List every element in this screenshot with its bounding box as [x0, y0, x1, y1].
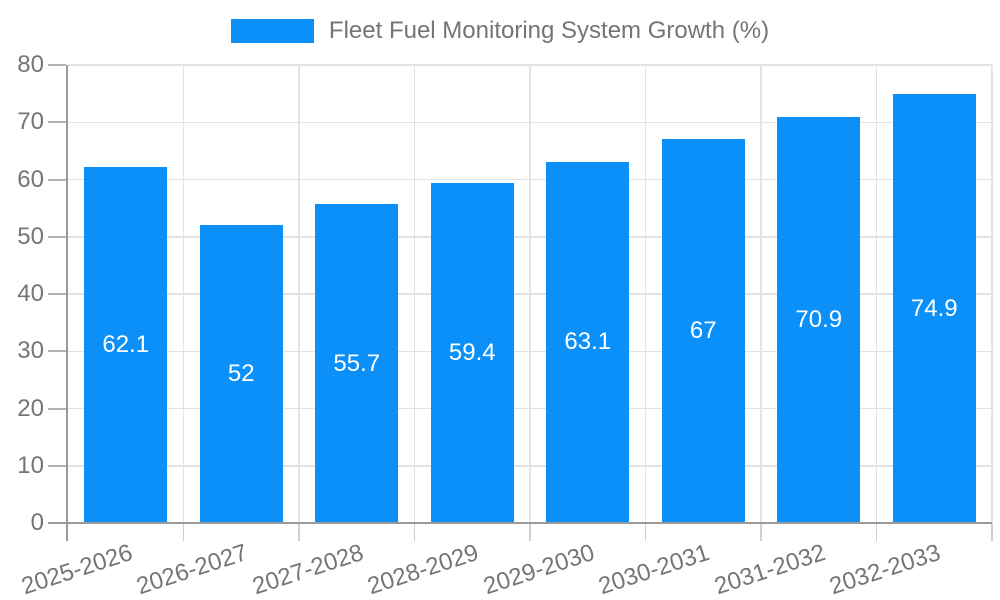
- bar[interactable]: [315, 204, 399, 523]
- bar[interactable]: [430, 182, 514, 523]
- x-gridline: [413, 65, 416, 523]
- x-tick: [298, 523, 300, 541]
- x-gridline: [298, 65, 300, 523]
- y-tick: [48, 464, 66, 467]
- x-axis-line: [48, 522, 992, 524]
- x-gridline: [875, 65, 878, 523]
- y-tick-label: 40: [17, 280, 44, 307]
- y-tick-label: 50: [17, 222, 44, 250]
- y-tick-label: 70: [17, 108, 44, 136]
- x-tick: [644, 523, 647, 541]
- x-tick: [875, 523, 878, 541]
- x-tick-label: 2025-2026: [18, 539, 136, 600]
- y-tick: [48, 407, 66, 410]
- x-tick-label: 2027-2028: [249, 539, 367, 600]
- bar-value-label: 70.9: [795, 306, 843, 334]
- bar-value-label: 52: [227, 360, 255, 388]
- x-gridline: [760, 65, 762, 523]
- y-tick: [48, 235, 66, 238]
- x-tick-label: 2030-2031: [595, 539, 714, 600]
- y-tick-label: 20: [17, 394, 44, 422]
- bar[interactable]: [661, 139, 745, 523]
- legend-label: Fleet Fuel Monitoring System Growth (%): [328, 17, 770, 44]
- y-tick: [48, 121, 66, 124]
- x-gridline: [529, 65, 531, 523]
- bar-value-label: 74.9: [910, 294, 958, 322]
- x-tick-label: 2031-2032: [711, 539, 829, 600]
- y-tick-label: 80: [17, 51, 44, 78]
- y-tick-label: 60: [17, 165, 44, 193]
- bar-value-label: 67: [689, 317, 717, 345]
- x-gridline: [644, 65, 647, 523]
- bar-value-label: 62.1: [102, 331, 150, 359]
- x-tick: [413, 523, 416, 541]
- bar[interactable]: [546, 161, 630, 523]
- x-tick: [529, 523, 531, 541]
- bar[interactable]: [777, 117, 861, 523]
- y-axis-line: [66, 65, 68, 541]
- x-tick: [991, 523, 993, 541]
- x-tick-label: 2028-2029: [364, 539, 483, 600]
- y-tick-label: 0: [30, 509, 44, 536]
- y-tick: [48, 350, 66, 353]
- y-tick: [48, 293, 66, 295]
- y-tick-label: 30: [17, 337, 44, 365]
- y-tick-label: 10: [17, 451, 44, 479]
- x-gridline: [991, 65, 993, 523]
- y-tick: [48, 178, 66, 181]
- y-tick: [48, 64, 66, 66]
- x-gridline: [182, 65, 185, 523]
- bar[interactable]: [84, 167, 168, 523]
- bar-value-label: 59.4: [448, 338, 496, 366]
- x-tick-label: 2029-2030: [480, 539, 598, 600]
- x-tick-label: 2026-2027: [133, 539, 252, 600]
- bar-value-label: 55.7: [333, 349, 381, 377]
- x-tick: [182, 523, 185, 541]
- bar[interactable]: [199, 225, 283, 523]
- x-tick-label: 2032-2033: [826, 539, 945, 600]
- legend-swatch-icon: [230, 19, 314, 43]
- bar[interactable]: [892, 94, 976, 523]
- bar-value-label: 63.1: [564, 328, 612, 356]
- x-tick: [760, 523, 762, 541]
- chart-legend[interactable]: Fleet Fuel Monitoring System Growth (%): [0, 17, 1000, 45]
